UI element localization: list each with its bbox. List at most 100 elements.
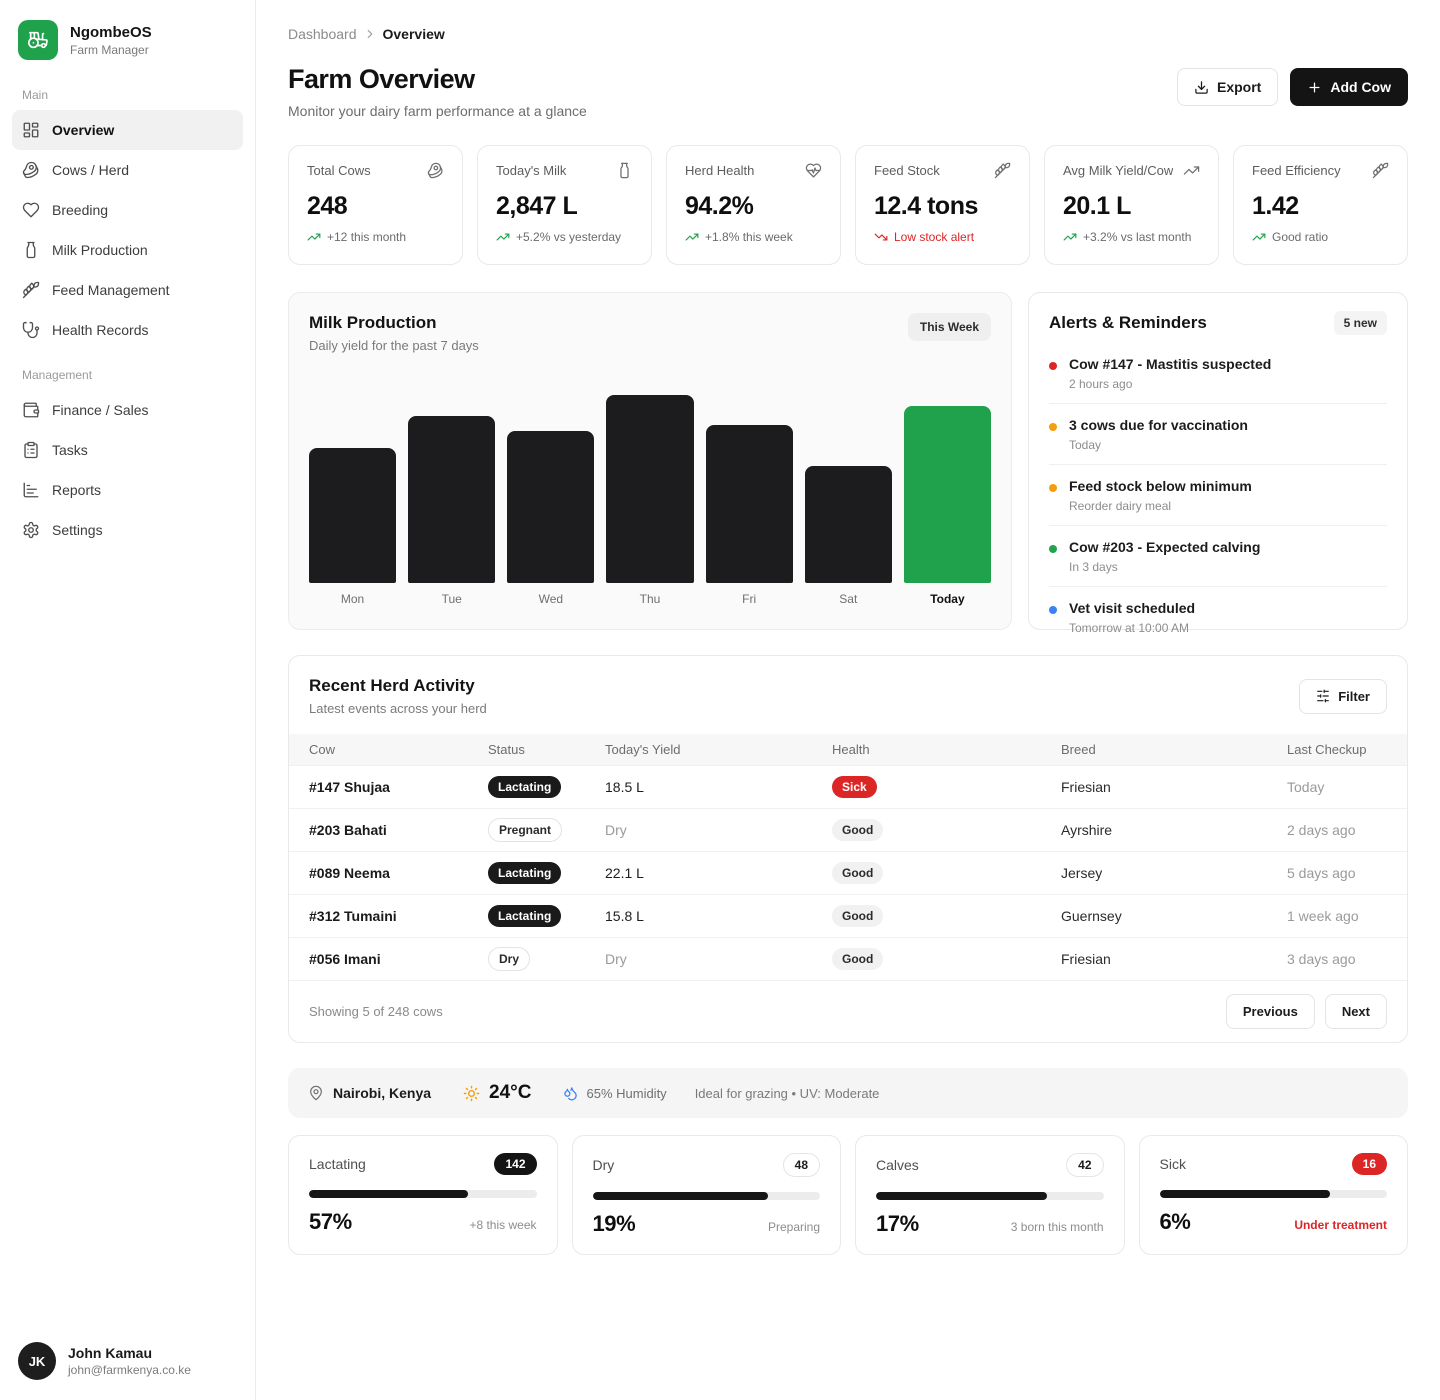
previous-button[interactable]: Previous xyxy=(1225,994,1315,1029)
next-button[interactable]: Next xyxy=(1324,994,1387,1029)
trending-up-icon xyxy=(496,230,510,244)
column-header: Breed xyxy=(1061,742,1096,757)
bar-sat xyxy=(804,466,892,583)
sidebar-item-label: Cows / Herd xyxy=(52,162,130,178)
page-title: Farm Overview xyxy=(288,64,475,94)
alert-item[interactable]: Feed stock below minimum Reorder dairy me… xyxy=(1049,465,1387,526)
severity-dot-icon xyxy=(1049,484,1057,492)
checkup-value: 1 week ago xyxy=(1287,908,1359,924)
stat-card-avg-milk-yield: Avg Milk Yield/Cow 20.1 L +3.2% vs last … xyxy=(1044,145,1219,265)
bar-tue xyxy=(408,415,496,583)
map-pin-icon xyxy=(308,1085,324,1101)
stat-card-todays-milk: Today's Milk 2,847 L +5.2% vs yesterday xyxy=(477,145,652,265)
breadcrumb: Dashboard Overview xyxy=(288,26,1408,42)
alert-time: Tomorrow at 10:00 AM xyxy=(1069,621,1190,635)
stat-card-feed-efficiency: Feed Efficiency 1.42 Good ratio xyxy=(1233,145,1408,265)
health-badge: Good xyxy=(832,905,884,927)
sidebar-item-finance-sales[interactable]: Finance / Sales xyxy=(12,390,243,430)
stat-label: Feed Efficiency xyxy=(1252,163,1341,178)
alert-title: Cow #147 - Mastitis suspected xyxy=(1069,356,1272,372)
alert-item[interactable]: Cow #147 - Mastitis suspected 2 hours ago xyxy=(1049,343,1387,404)
breed-value: Friesian xyxy=(1061,951,1111,967)
alert-item[interactable]: Cow #203 - Expected calving In 3 days xyxy=(1049,526,1387,587)
chart-period-badge[interactable]: This Week xyxy=(907,313,991,341)
cow-icon xyxy=(427,162,444,179)
clipboard-icon xyxy=(22,441,40,459)
cow-id: #056 Imani xyxy=(309,951,381,967)
count-badge: 48 xyxy=(782,1153,820,1177)
stat-trend-text: Low stock alert xyxy=(894,230,975,244)
status-badge: Dry xyxy=(488,947,531,971)
chevron-right-icon xyxy=(363,27,377,41)
nav-section-management: Management xyxy=(22,368,93,382)
add-cow-button[interactable]: Add Cow xyxy=(1290,68,1408,106)
progress-track xyxy=(592,1192,820,1200)
severity-dot-icon xyxy=(1049,362,1057,370)
breed-value: Guernsey xyxy=(1061,908,1122,924)
alert-item[interactable]: 3 cows due for vaccination Today xyxy=(1049,404,1387,465)
sidebar-item-breeding[interactable]: Breeding xyxy=(12,190,243,230)
group-card-lactating: Lactating 142 57% +8 this week xyxy=(288,1135,558,1255)
stat-label: Avg Milk Yield/Cow xyxy=(1063,163,1174,178)
export-label: Export xyxy=(1217,79,1262,95)
sidebar-item-overview[interactable]: Overview xyxy=(12,110,243,150)
table-row[interactable]: #056 Imani Dry Dry Good Friesian 3 days … xyxy=(289,937,1407,980)
weather-humidity: 65% Humidity xyxy=(586,1085,667,1101)
table-row[interactable]: #312 Tumaini Lactating 15.8 L Good Guern… xyxy=(289,894,1407,937)
group-note: 3 born this month xyxy=(1010,1220,1104,1234)
status-badge: Lactating xyxy=(488,905,562,927)
table-row[interactable]: #089 Neema Lactating 22.1 L Good Jersey … xyxy=(289,851,1407,894)
sidebar-item-label: Milk Production xyxy=(52,242,148,258)
yield-value: Dry xyxy=(605,822,627,838)
sidebar-item-label: Health Records xyxy=(52,322,149,338)
user-name: John Kamau xyxy=(68,1345,153,1361)
severity-dot-icon xyxy=(1049,606,1057,614)
weather-note: Ideal for grazing • UV: Moderate xyxy=(694,1085,880,1101)
droplets-icon xyxy=(563,1086,578,1101)
stat-label: Herd Health xyxy=(685,163,755,178)
wheat-icon xyxy=(994,162,1011,179)
sidebar-item-settings[interactable]: Settings xyxy=(12,510,243,550)
cow-id: #089 Neema xyxy=(309,865,390,881)
x-tick: Fri xyxy=(742,592,757,606)
group-card-calves: Calves 42 17% 3 born this month xyxy=(855,1135,1125,1255)
bar-fri xyxy=(705,425,793,583)
alert-item[interactable]: Vet visit scheduled Tomorrow at 10:00 AM xyxy=(1049,587,1387,647)
x-tick: Thu xyxy=(639,592,661,606)
stat-value: 248 xyxy=(307,192,348,220)
trending-up-icon xyxy=(1063,230,1077,244)
bar-chart-icon xyxy=(22,481,40,499)
table-header-row: Cow Status Today's Yield Health Breed La… xyxy=(289,734,1407,765)
table-row[interactable]: #203 Bahati Pregnant Dry Good Ayrshire 2… xyxy=(289,808,1407,851)
trending-up-icon xyxy=(1183,162,1200,179)
sidebar-item-label: Reports xyxy=(52,482,102,498)
sidebar-item-label: Feed Management xyxy=(52,282,170,298)
group-label: Dry xyxy=(592,1157,615,1173)
export-button[interactable]: Export xyxy=(1177,68,1279,106)
cow-id: #312 Tumaini xyxy=(309,908,397,924)
stat-trend-text: +3.2% vs last month xyxy=(1083,230,1192,244)
alert-time: Reorder dairy meal xyxy=(1069,499,1172,513)
main-content: Dashboard Overview Farm Overview Monitor… xyxy=(256,0,1440,1400)
progress-fill xyxy=(592,1192,768,1200)
sidebar-item-tasks[interactable]: Tasks xyxy=(12,430,243,470)
sidebar-item-health-records[interactable]: Health Records xyxy=(12,310,243,350)
stat-value: 20.1 L xyxy=(1063,192,1131,220)
dashboard-icon xyxy=(22,121,40,139)
bar-thu xyxy=(606,395,694,583)
group-percent: 57% xyxy=(309,1209,352,1234)
sidebar-item-milk-production[interactable]: Milk Production xyxy=(12,230,243,270)
sidebar-item-label: Breeding xyxy=(52,202,109,218)
sidebar: NgombeOS Farm Manager Main Overview Cows… xyxy=(0,0,256,1400)
sidebar-item-cows-herd[interactable]: Cows / Herd xyxy=(12,150,243,190)
sidebar-item-feed-management[interactable]: Feed Management xyxy=(12,270,243,310)
checkup-value: 3 days ago xyxy=(1287,951,1356,967)
cow-id: #147 Shujaa xyxy=(309,779,390,795)
breadcrumb-parent[interactable]: Dashboard xyxy=(288,26,357,42)
table-row[interactable]: #147 Shujaa Lactating 18.5 L Sick Friesi… xyxy=(289,765,1407,808)
user-profile[interactable]: JK John Kamau john@farmkenya.co.ke xyxy=(12,1334,243,1380)
stat-label: Feed Stock xyxy=(874,163,940,178)
sidebar-item-reports[interactable]: Reports xyxy=(12,470,243,510)
cow-icon xyxy=(22,161,40,179)
filter-button[interactable]: Filter xyxy=(1299,678,1387,714)
